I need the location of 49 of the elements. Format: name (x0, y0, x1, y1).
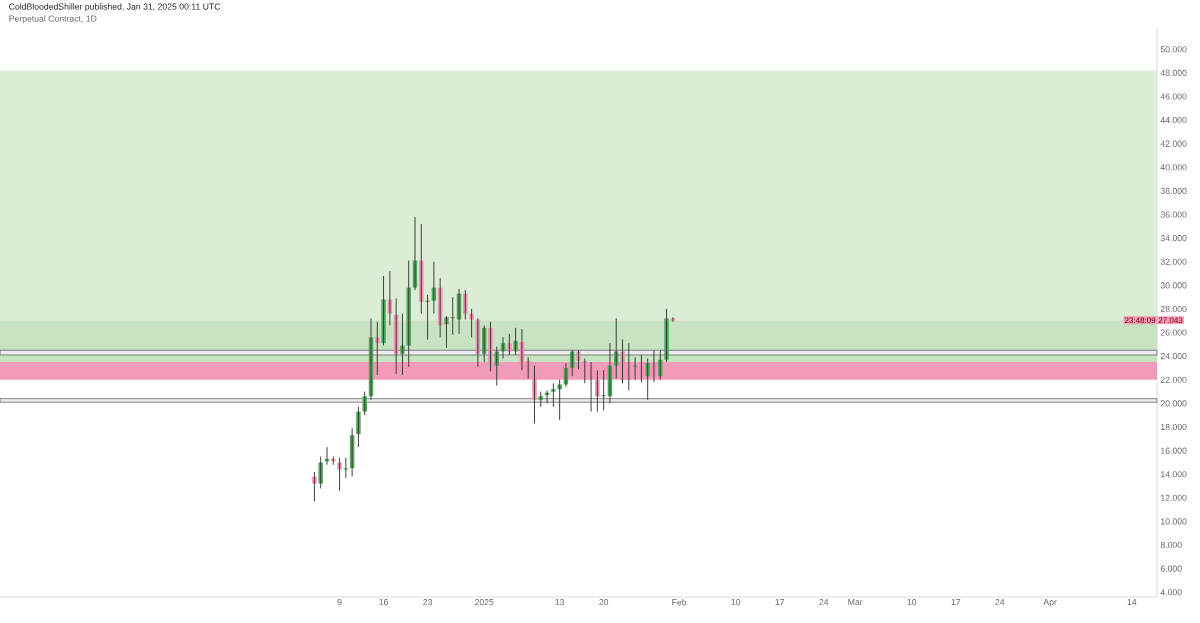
x-tick-label: 16 (379, 599, 389, 606)
candlestick (551, 382, 556, 408)
y-tick-label: 40.000 (1160, 164, 1187, 171)
y-tick-label: 28.000 (1160, 305, 1187, 313)
y-tick-label: 18.000 (1161, 423, 1187, 431)
x-tick-label: 14 (1127, 599, 1137, 605)
x-tick-label: 10 (731, 599, 741, 606)
x-tick-label: 20 (599, 599, 609, 606)
y-tick-label: 24.000 (1160, 353, 1187, 360)
x-tick-label: Apr (1043, 599, 1057, 607)
candlestick (362, 391, 367, 416)
x-tick-label: 23 (423, 599, 433, 606)
y-tick-label: 50.000 (1160, 46, 1187, 53)
x-tick-label: 9 (337, 599, 342, 606)
y-tick-label: 16.000 (1161, 447, 1187, 454)
candlestick (318, 456, 323, 489)
y-tick-label: 26.000 (1160, 329, 1187, 336)
y-tick-label: 34.000 (1160, 235, 1187, 242)
y-tick-label: 8.000 (1160, 541, 1182, 549)
x-tick-label: 24 (819, 599, 829, 606)
y-tick-label: 10.000 (1161, 518, 1187, 525)
x-tick-label: 13 (555, 599, 565, 606)
y-tick-label: 38.000 (1160, 187, 1187, 194)
y-tick-label: 48.000 (1160, 69, 1187, 76)
x-tick-label: 17 (951, 599, 961, 605)
y-tick-label: 42.000 (1160, 140, 1187, 147)
y-tick-label: 6.000 (1160, 565, 1182, 572)
x-tick-label: Feb (672, 599, 687, 606)
y-tick-label: 14.000 (1161, 471, 1187, 478)
x-tick-label: 17 (775, 599, 785, 605)
y-tick-label: 36.000 (1160, 211, 1187, 218)
chart-title: Perpetual Contract, 1D (9, 15, 97, 24)
candlestick (494, 346, 500, 387)
y-tick-label: 12.000 (1161, 494, 1187, 501)
y-tick-label: 22.000 (1160, 376, 1187, 383)
x-tick-label: Mar (848, 599, 863, 606)
y-tick-label: 46.000 (1160, 93, 1187, 100)
y-tick-label: 32.000 (1160, 258, 1187, 265)
annotation: 23:48:09 (1124, 317, 1156, 324)
text: ColdBloodedShiller published, Jan 31, 2025 00:11 UTC (9, 3, 221, 12)
y-tick-label: 44.000 (1160, 117, 1187, 124)
y-tick-label: 4.000 (1160, 589, 1182, 596)
x-tick-label: 24 (995, 599, 1005, 606)
y-tick-label: 30.000 (1160, 282, 1187, 289)
y-tick-label: 20.000 (1160, 400, 1187, 407)
ref-line-label: 27.043 (1158, 317, 1183, 324)
x-tick-label: 2025 (474, 599, 494, 606)
candlestick (557, 379, 562, 421)
x-tick-label: 10 (907, 599, 917, 606)
